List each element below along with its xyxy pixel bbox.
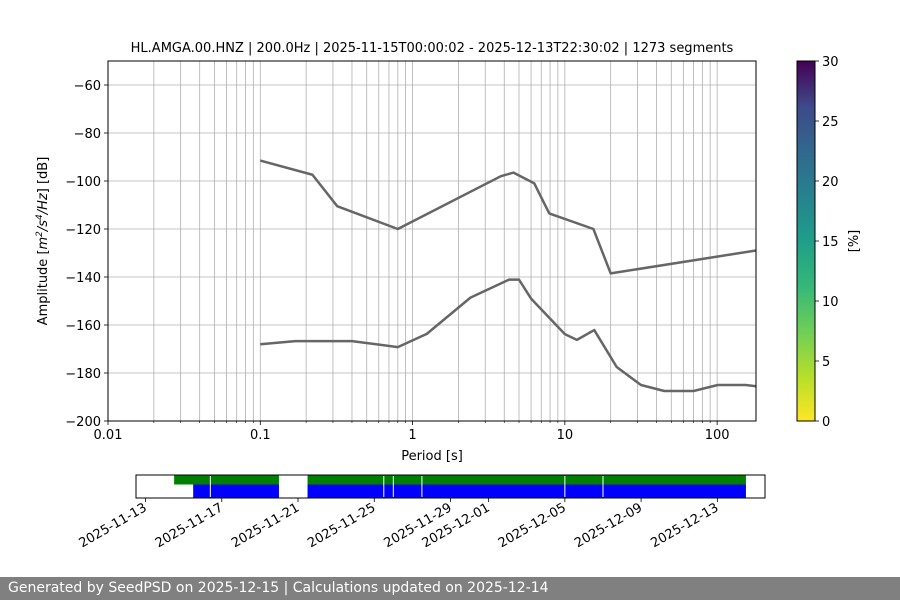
colorbar-tick-label: 20	[822, 175, 839, 190]
x-tick-label: 100	[705, 428, 730, 443]
timeline-tick-label: 2025-12-05	[496, 500, 569, 551]
y-tick-label: −160	[65, 319, 101, 334]
y-tick-label: −80	[74, 127, 101, 142]
y-tick-label: −180	[65, 367, 101, 382]
x-axis: 0.01 0.1 1 10 100	[94, 421, 730, 443]
x-tick-label: 10	[557, 428, 574, 443]
colorbar	[796, 60, 816, 422]
y-axis-label: Amplitude [m2/s4/Hz] [dB]	[35, 157, 51, 326]
timeline-tick-label: 2025-11-25	[305, 500, 378, 551]
y-axis: −200 −180 −160 −140 −120 −100 −80 −60	[65, 79, 108, 430]
plot-area-frame	[107, 60, 757, 422]
y-tick-label: −100	[65, 175, 101, 190]
timeline-tick-label: 2025-11-13	[77, 500, 150, 551]
data-availability-timeline	[174, 475, 746, 498]
y-tick-label: −200	[65, 415, 101, 430]
nhnm-curve	[259, 159, 757, 275]
colorbar-tick-label: 10	[822, 295, 839, 310]
available-data-bar	[174, 475, 279, 485]
timeline-tick-label: 2025-11-21	[229, 500, 302, 551]
x-tick-label: 0.01	[94, 428, 123, 443]
timeline-tick-label: 2025-11-17	[153, 500, 226, 551]
colorbar-tick-label: 15	[822, 235, 839, 250]
colorbar-ticks: 0 5 10 15 20 25 30	[815, 55, 839, 430]
noise-model-curves	[259, 159, 757, 393]
footer: Generated by SeedPSD on 2025-12-15 | Cal…	[0, 577, 900, 600]
y-tick-label: −140	[65, 271, 101, 286]
x-tick-label: 0.1	[250, 428, 271, 443]
used-psd-bar	[193, 484, 279, 498]
timeline-x-axis: 2025-11-13 2025-11-17 2025-11-21 2025-11-25…	[77, 498, 721, 551]
used-psd-bar	[307, 484, 746, 498]
y-tick-label: −60	[74, 79, 101, 94]
timeline-tick-label: 2025-12-13	[648, 500, 721, 551]
y-tick-label: −120	[65, 223, 101, 238]
colorbar-tick-label: 0	[822, 415, 830, 430]
colorbar-tick-label: 25	[822, 115, 839, 130]
colorbar-label: [%]	[847, 230, 862, 253]
chart-title: HL.AMGA.00.HNZ | 200.0Hz | 2025-11-15T00…	[131, 41, 734, 56]
x-axis-label: Period [s]	[401, 449, 463, 464]
x-tick-label: 1	[408, 428, 416, 443]
colorbar-tick-label: 5	[822, 355, 830, 370]
timeline-tick-label: 2025-12-09	[572, 500, 645, 551]
grid	[107, 61, 756, 422]
available-data-bar	[307, 475, 746, 485]
nlnm-curve	[260, 278, 757, 393]
colorbar-tick-label: 30	[822, 55, 839, 70]
